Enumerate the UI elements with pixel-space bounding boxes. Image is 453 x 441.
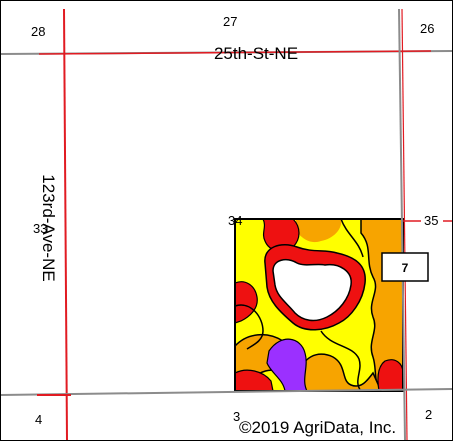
section-number: 27 bbox=[223, 14, 237, 29]
road-line-gray bbox=[1, 388, 452, 396]
water-body bbox=[272, 258, 352, 322]
soil-unit-purple bbox=[266, 338, 308, 392]
field-parcel[interactable] bbox=[234, 218, 404, 393]
soil-unit-red-bottomleft bbox=[234, 369, 274, 392]
field-label-border bbox=[381, 252, 429, 282]
section-number: 26 bbox=[420, 21, 434, 36]
road-label-horizontal: 25th-St-NE bbox=[214, 44, 298, 63]
field-label-box[interactable]: 7 bbox=[381, 252, 429, 282]
road-line-red bbox=[401, 8, 408, 440]
soil-boundary-line bbox=[234, 304, 264, 350]
road-line-gray bbox=[398, 8, 406, 440]
copyright-text: ©2019 AgriData, Inc. bbox=[239, 418, 396, 437]
section-number: 2 bbox=[425, 407, 432, 422]
road-line-red bbox=[63, 8, 68, 440]
section-number: 35 bbox=[424, 213, 438, 228]
road-label-vertical: 123rd-Ave-NE bbox=[39, 174, 58, 281]
soil-boundary-line bbox=[340, 218, 364, 258]
soil-unit-red-left bbox=[234, 281, 258, 324]
soil-unit-orange-bottom bbox=[300, 353, 383, 392]
soil-unit-orange-top bbox=[296, 219, 342, 243]
road-line-red bbox=[38, 50, 432, 55]
soil-boundary-line bbox=[320, 330, 362, 392]
section-number: 3 bbox=[233, 409, 240, 424]
section-number: 4 bbox=[35, 412, 42, 427]
section-number: 33 bbox=[33, 221, 47, 236]
section-number: 28 bbox=[31, 24, 45, 39]
section-number: 34 bbox=[228, 213, 242, 228]
section-lines bbox=[1, 8, 452, 440]
field-label-text: 7 bbox=[402, 261, 409, 275]
soil-unit-red-bottomright bbox=[377, 359, 404, 392]
